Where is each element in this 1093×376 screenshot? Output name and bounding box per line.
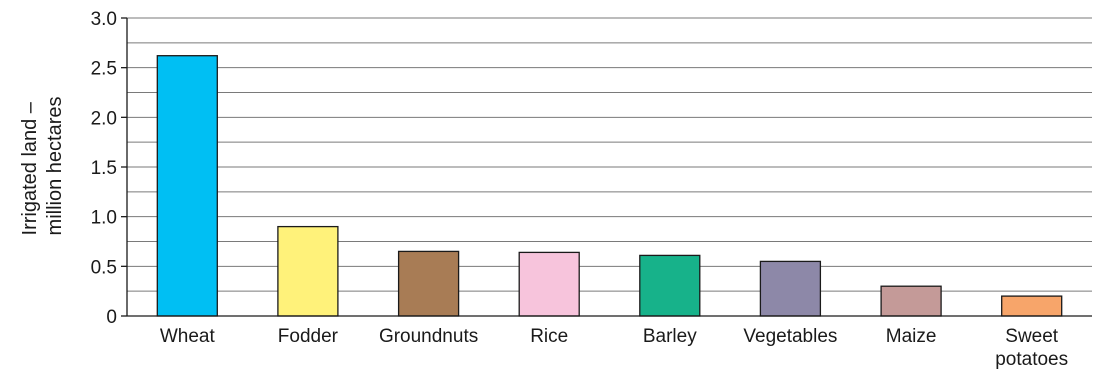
x-tick-labels: Wheat Fodder Groundnuts Rice Barley Vegetable… (160, 326, 1068, 370)
bar (156, 55, 218, 317)
x-tick-label-line: Fodder (278, 326, 339, 347)
x-tick-label: Barley (643, 326, 697, 347)
y-tick-label: 2.0 (91, 108, 117, 129)
y-tick-label: 2.5 (91, 59, 117, 80)
y-tick-label: 3.0 (91, 9, 117, 30)
x-tick-label-line: Wheat (160, 326, 216, 347)
x-tick-label: Sweet potatoes (995, 326, 1068, 370)
x-tick-label: Vegetables (743, 326, 837, 347)
y-axis-title-line-2: million hectares (44, 97, 66, 236)
x-tick-label: Wheat (160, 326, 216, 347)
bar (277, 225, 339, 317)
bar (397, 250, 460, 317)
y-tick-label: 1.0 (91, 208, 117, 229)
x-tick-label-line: Maize (886, 326, 937, 347)
x-tick-label-line: Sweet (1005, 326, 1059, 347)
bar (880, 285, 942, 317)
x-tick-label-line: Vegetables (743, 326, 837, 347)
y-axis-title: Irrigated land – million hectares (19, 97, 66, 236)
y-axis-title-line-1: Irrigated land – (19, 101, 41, 235)
bar (639, 254, 701, 317)
x-tick-label: Groundnuts (379, 326, 478, 347)
x-tick-label-line: Rice (530, 326, 568, 347)
x-tick-label: Rice (530, 326, 568, 347)
gridlines (127, 17, 1092, 292)
x-tick-label: Maize (886, 326, 937, 347)
y-tick-label: 1.5 (91, 158, 117, 179)
x-tick-label-line: potatoes (995, 349, 1068, 370)
y-tick-label: 0 (106, 307, 117, 328)
bars (156, 55, 1063, 317)
bar (518, 251, 580, 317)
x-tick-label: Fodder (278, 326, 339, 347)
bar (759, 260, 822, 317)
x-tick-label-line: Groundnuts (379, 326, 478, 347)
y-tick-label: 0.5 (91, 257, 117, 278)
y-ticks: 0 0.5 1.0 1.5 2.0 2.5 3.0 (91, 9, 127, 328)
bar (1001, 295, 1063, 317)
x-tick-label-line: Barley (643, 326, 697, 347)
